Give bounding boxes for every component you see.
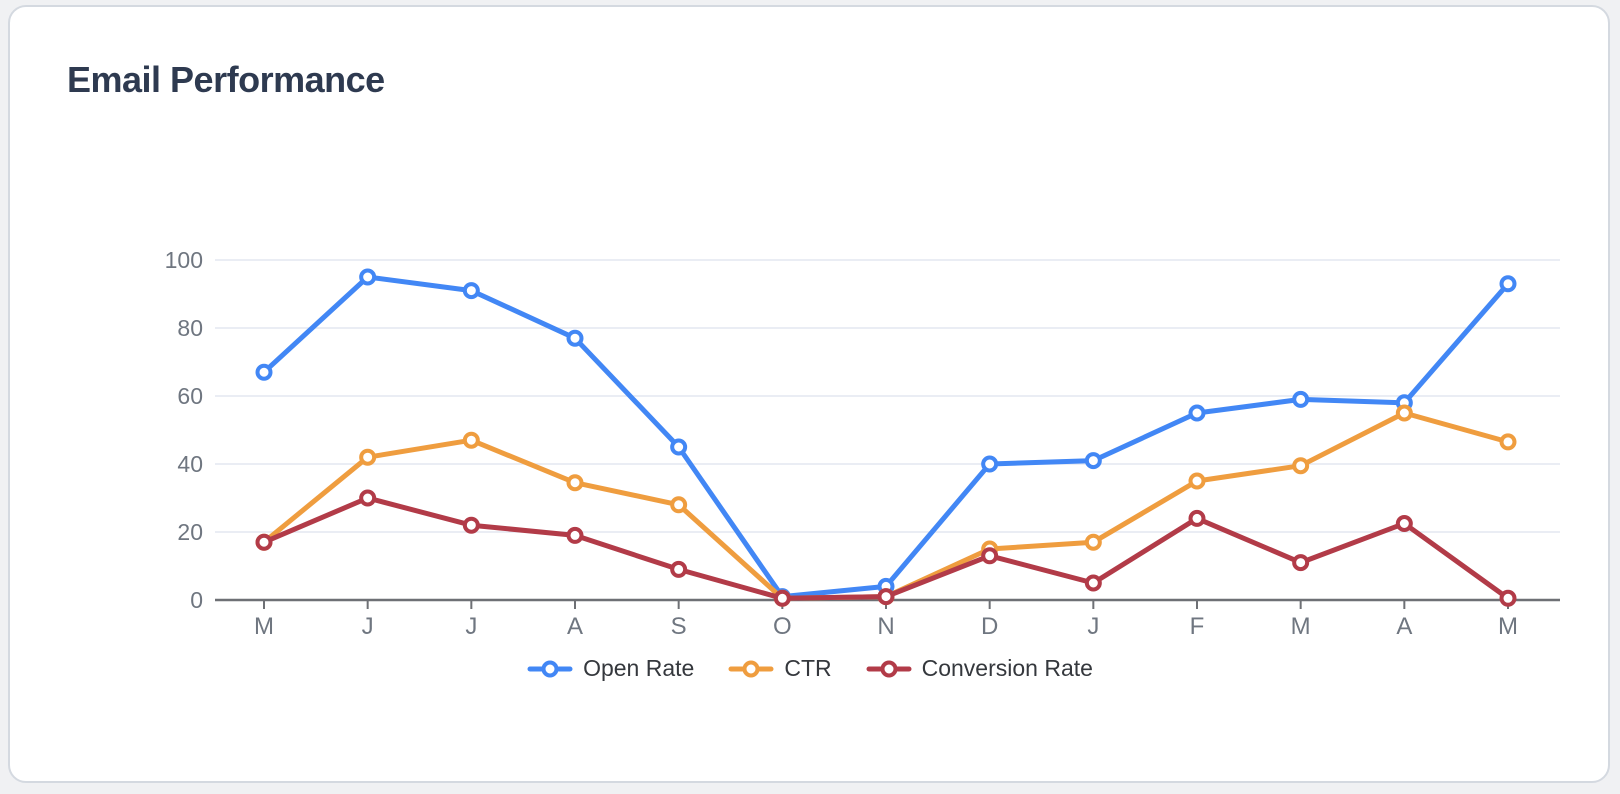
y-axis-tick-label: 100: [165, 247, 203, 273]
data-point-ctr: [462, 431, 480, 449]
data-point-conversion-rate: [566, 526, 584, 544]
legend-line-marker-icon: [866, 660, 912, 677]
legend-label: Open Rate: [583, 655, 695, 681]
data-point-ctr: [359, 448, 377, 466]
data-point-ctr: [1292, 457, 1310, 475]
y-axis-tick-label: 80: [177, 315, 203, 341]
data-point-open-rate: [1084, 452, 1102, 470]
data-point-open-rate: [670, 438, 688, 456]
data-point-ctr: [566, 474, 584, 492]
data-point-open-rate: [1292, 390, 1310, 408]
y-axis-tick-label: 20: [177, 519, 203, 545]
legend-item-conversion-rate[interactable]: Conversion Rate: [866, 655, 1093, 682]
data-point-conversion-rate: [359, 489, 377, 507]
data-point-open-rate: [1499, 275, 1517, 293]
page-title: Email Performance: [67, 59, 385, 100]
x-axis-tick-label: A: [1396, 613, 1412, 640]
x-axis-tick-label: A: [567, 613, 583, 640]
x-axis-tick-label: J: [1087, 613, 1099, 640]
data-point-conversion-rate: [877, 588, 895, 606]
data-point-open-rate: [566, 329, 584, 347]
data-point-conversion-rate: [1499, 589, 1517, 607]
x-axis-tick-label: D: [981, 613, 998, 640]
x-axis-tick-label: M: [1291, 613, 1311, 640]
legend-item-ctr[interactable]: CTR: [728, 655, 832, 682]
data-point-ctr: [1395, 404, 1413, 422]
data-point-conversion-rate: [1084, 574, 1102, 592]
data-point-conversion-rate: [1292, 554, 1310, 572]
legend-label: Conversion Rate: [921, 655, 1093, 681]
data-point-conversion-rate: [1188, 509, 1206, 527]
data-point-conversion-rate: [670, 560, 688, 578]
data-point-conversion-rate: [1395, 515, 1413, 532]
data-point-ctr: [1499, 433, 1517, 451]
email-performance-card: Email Performance: [8, 5, 1610, 783]
data-point-open-rate: [981, 455, 999, 473]
x-axis-tick-label: M: [1498, 613, 1518, 640]
chart-legend: Open Rate CTR Conversion Rate: [0, 655, 1620, 682]
series-line-ctr: [261, 410, 1511, 601]
data-point-conversion-rate: [981, 547, 999, 565]
data-point-open-rate: [1188, 404, 1206, 422]
x-axis-tick-label: M: [254, 613, 274, 640]
y-axis-tick-label: 40: [177, 451, 203, 477]
legend-label: CTR: [784, 655, 832, 681]
data-point-open-rate: [255, 363, 273, 381]
y-axis-tick-label: 0: [190, 587, 203, 613]
x-axis-tick-label: O: [773, 613, 792, 640]
data-point-open-rate: [462, 282, 480, 300]
x-axis-tick-label: S: [671, 613, 687, 640]
series-line-open-rate: [261, 274, 1511, 600]
legend-item-open-rate[interactable]: Open Rate: [527, 655, 694, 682]
x-axis-tick-label: F: [1190, 613, 1205, 640]
data-point-conversion-rate: [255, 533, 273, 551]
legend-line-marker-icon: [728, 660, 774, 677]
x-axis-tick-label: N: [877, 613, 894, 640]
data-point-conversion-rate: [773, 589, 791, 607]
x-axis-tick-label: J: [465, 613, 477, 640]
data-point-open-rate: [359, 268, 377, 286]
data-point-conversion-rate: [462, 516, 480, 534]
x-axis-tick-label: J: [362, 613, 374, 640]
y-axis-tick-label: 60: [177, 383, 203, 409]
data-point-ctr: [1084, 533, 1102, 551]
data-point-ctr: [670, 496, 688, 514]
legend-line-marker-icon: [527, 660, 573, 677]
data-point-ctr: [1188, 472, 1206, 490]
